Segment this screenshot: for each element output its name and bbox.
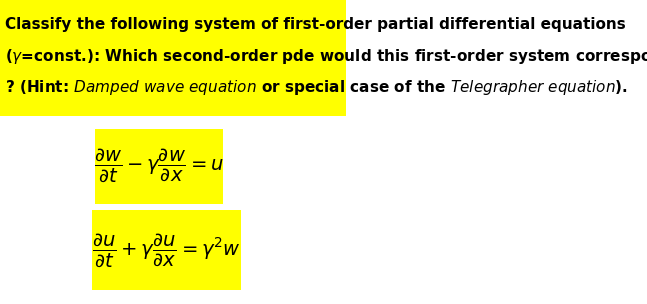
FancyBboxPatch shape bbox=[95, 129, 223, 204]
Text: Classify the following system of first-order partial differential equations: Classify the following system of first-o… bbox=[5, 17, 626, 32]
Text: ? (Hint: $\mathit{Damped\ wave\ equation}$ or special case of the $\mathit{Teleg: ? (Hint: $\mathit{Damped\ wave\ equation… bbox=[5, 78, 628, 97]
Text: ($\gamma$=const.): Which second-order pde would this first-order system correspo: ($\gamma$=const.): Which second-order pd… bbox=[5, 47, 647, 66]
Text: $\dfrac{\partial w}{\partial t} - \gamma\dfrac{\partial w}{\partial x} = u$: $\dfrac{\partial w}{\partial t} - \gamma… bbox=[94, 147, 225, 184]
FancyBboxPatch shape bbox=[92, 210, 241, 290]
FancyBboxPatch shape bbox=[0, 0, 346, 116]
Text: $\dfrac{\partial u}{\partial t} + \gamma\dfrac{\partial u}{\partial x} = \gamma^: $\dfrac{\partial u}{\partial t} + \gamma… bbox=[92, 232, 241, 269]
